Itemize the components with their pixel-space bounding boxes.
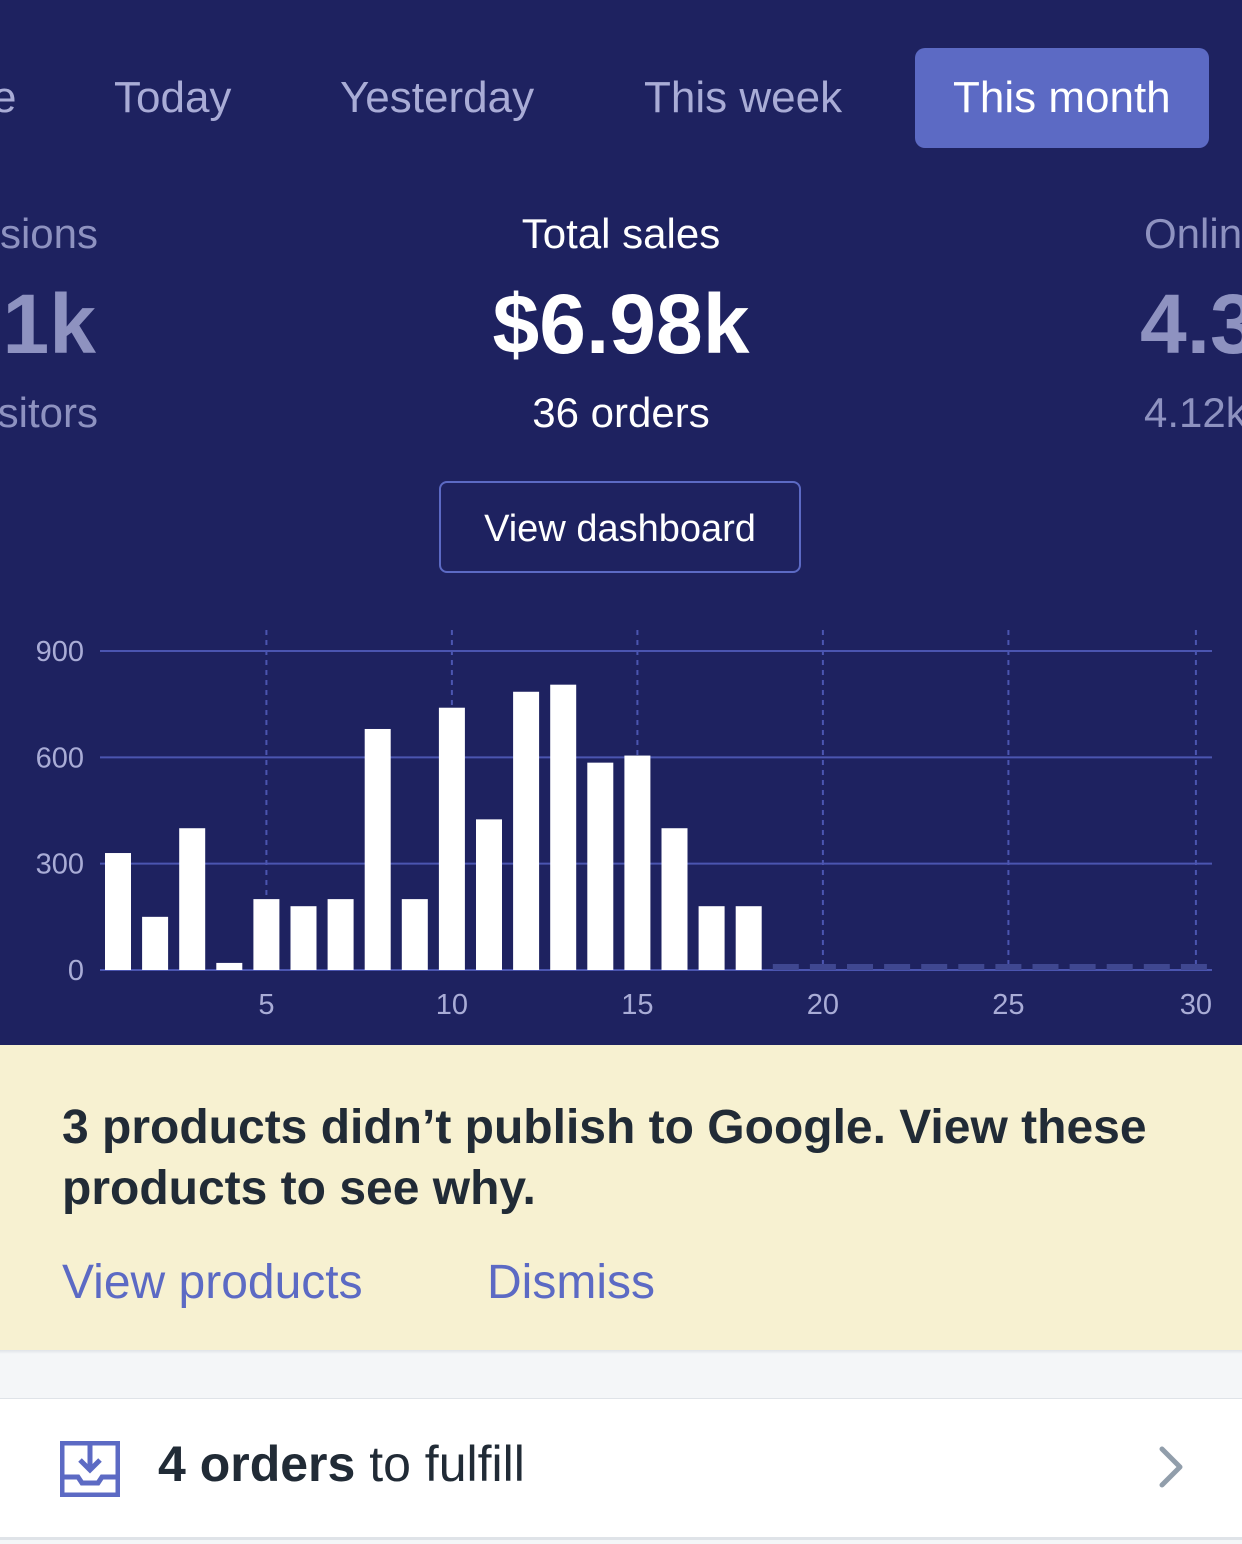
bar-day-30: [1180, 964, 1207, 970]
total-sales-label: Total sales: [521, 210, 721, 257]
bar-day-11: [476, 819, 502, 970]
bar-day-7: [327, 899, 354, 970]
bar-day-13: [550, 684, 577, 970]
total-sales-value: $6.98k: [492, 277, 750, 371]
tab-today[interactable]: Today: [114, 73, 232, 122]
sales-overview-panel: e Today Yesterday This week This month s…: [0, 0, 1242, 1045]
bar-day-10: [438, 707, 465, 970]
bar-day-26: [1032, 964, 1059, 970]
left-stat-label: sions: [0, 210, 98, 257]
bar-day-14: [587, 762, 614, 970]
bar-day-25: [995, 964, 1022, 970]
right-stat-label: Onlin: [1144, 210, 1242, 257]
x-tick-label: 25: [992, 989, 1024, 1021]
bar-day-15: [624, 755, 651, 970]
tab-this-month[interactable]: This month: [915, 48, 1209, 148]
bar-day-17: [698, 906, 725, 970]
bar-day-12: [513, 691, 540, 970]
bar-day-2: [142, 916, 169, 970]
bar-day-3: [179, 828, 206, 970]
bar-day-6: [290, 906, 317, 970]
bar-day-9: [401, 899, 428, 970]
orders-to-fulfill-row[interactable]: 4 orders to fulfill: [0, 1398, 1242, 1540]
section-divider: [0, 1350, 1242, 1354]
bar-day-22: [884, 964, 911, 970]
y-tick-label: 300: [36, 849, 84, 881]
x-tick-label: 15: [621, 989, 653, 1021]
x-tick-label: 10: [436, 989, 468, 1021]
bar-day-19: [772, 964, 799, 970]
inbox-download-icon: [60, 1441, 120, 1497]
bar-day-24: [958, 964, 985, 970]
bar-day-28: [1106, 964, 1133, 970]
left-stat-sub: sitors: [0, 389, 98, 436]
sales-bar-chart: 0 300 600 900 5 10 15 20 25 30: [36, 630, 1212, 1021]
x-tick-label: 20: [807, 989, 839, 1021]
view-products-link[interactable]: View products: [62, 1256, 363, 1309]
y-tick-label: 900: [36, 636, 84, 668]
dismiss-link[interactable]: Dismiss: [487, 1256, 655, 1309]
bar-day-27: [1069, 964, 1096, 970]
chevron-right-icon: [1159, 1446, 1183, 1488]
bar-day-29: [1143, 964, 1170, 970]
right-stat-sub: 4.12k: [1144, 389, 1242, 436]
bar-day-5: [253, 899, 280, 970]
bar-day-1: [105, 853, 131, 970]
bar-day-23: [921, 964, 948, 970]
bar-day-21: [847, 964, 873, 970]
banner-message: 3 products didn’t publish to Google. Vie…: [62, 1101, 1147, 1215]
view-dashboard-button[interactable]: View dashboard: [439, 481, 801, 573]
bar-day-8: [364, 728, 391, 970]
left-stat-value: .1k: [0, 277, 96, 371]
x-tick-label: 5: [258, 989, 274, 1021]
y-tick-label: 0: [68, 955, 84, 987]
fulfill-count: 4 orders: [158, 1436, 356, 1492]
y-tick-label: 600: [36, 742, 84, 774]
tab-yesterday[interactable]: Yesterday: [340, 73, 535, 122]
tab-partial[interactable]: e: [0, 73, 17, 122]
fulfill-rest: to fulfill: [355, 1436, 525, 1492]
bar-day-4: [216, 962, 243, 970]
bar-day-18: [735, 906, 762, 970]
x-tick-label: 30: [1180, 989, 1212, 1021]
right-stat-value: 4.3: [1140, 277, 1242, 371]
orders-count: 36 orders: [532, 389, 710, 436]
bar-day-20: [809, 964, 836, 970]
tab-this-week[interactable]: This week: [644, 73, 843, 122]
bar-day-16: [661, 828, 688, 970]
fulfill-text: 4 orders to fulfill: [158, 1435, 525, 1493]
google-publish-banner: 3 products didn’t publish to Google. Vie…: [0, 1045, 1242, 1350]
